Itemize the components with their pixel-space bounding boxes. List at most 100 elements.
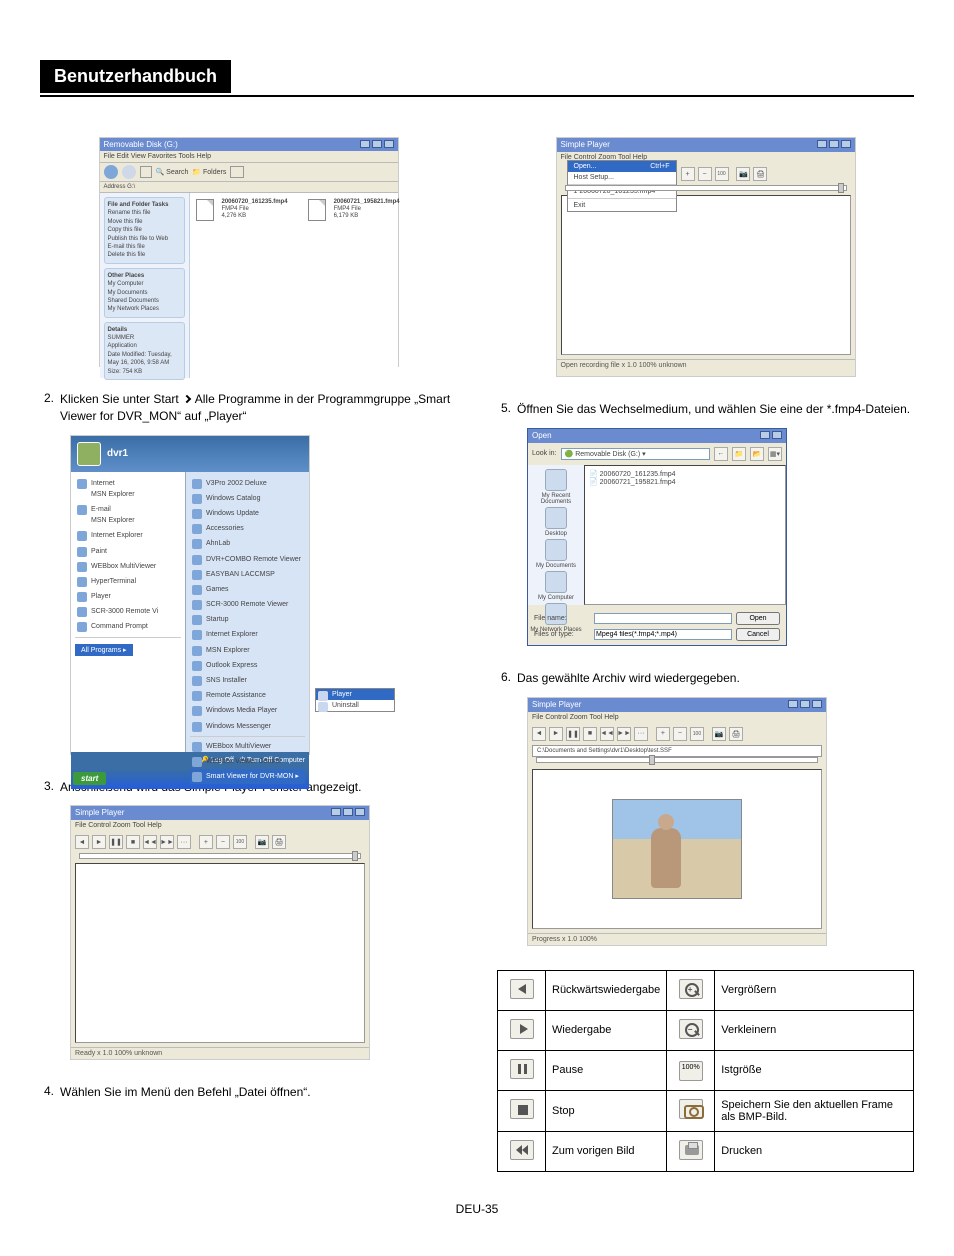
stop-button[interactable]: ■: [126, 835, 140, 849]
lookin-combo[interactable]: 🟢 Removable Disk (G:) ▾: [561, 448, 710, 460]
programs-item[interactable]: Startup: [190, 612, 305, 627]
open-button[interactable]: Open: [736, 612, 780, 625]
startmenu-item[interactable]: SCR-3000 Remote Vi: [75, 604, 181, 619]
size-button[interactable]: 100: [233, 835, 247, 849]
programs-item[interactable]: Windows Media Player: [190, 703, 305, 718]
programs-item-selected[interactable]: Smart Viewer for DVR-MON ▸: [190, 769, 305, 784]
programs-item[interactable]: V3Pro 2002 Deluxe: [190, 476, 305, 491]
places-item[interactable]: Desktop: [530, 507, 582, 537]
rev-button[interactable]: ◄: [75, 835, 89, 849]
file-item[interactable]: 📄 20060720_161235.fmp4: [589, 470, 781, 478]
startmenu-item[interactable]: Paint: [75, 544, 181, 559]
zoomout-button[interactable]: −: [698, 167, 712, 181]
filetype-combo[interactable]: [594, 629, 732, 640]
window-buttons[interactable]: [815, 140, 851, 150]
programs-item[interactable]: MSN Explorer: [190, 643, 305, 658]
next-button[interactable]: ►►: [160, 835, 174, 849]
programs-item[interactable]: SCR-3000 Remote Viewer: [190, 597, 305, 612]
pause-button[interactable]: ❚❚: [566, 727, 580, 741]
startmenu-item[interactable]: Internet Explorer: [75, 528, 181, 543]
prev-button[interactable]: ◄◄: [600, 727, 614, 741]
help-icon[interactable]: [760, 431, 770, 439]
programs-item[interactable]: Internet Explorer: [190, 627, 305, 642]
snapshot-button[interactable]: 📷: [255, 835, 269, 849]
print-button[interactable]: 🖨: [753, 167, 767, 181]
views-icon[interactable]: [230, 166, 244, 178]
play-button[interactable]: ►: [549, 727, 563, 741]
seek-slider[interactable]: [79, 853, 361, 859]
explorer-menu[interactable]: File Edit View Favorites Tools Help: [100, 151, 398, 163]
file-item[interactable]: 📄 20060721_195821.fmp4: [589, 478, 781, 486]
startmenu-item[interactable]: WEBbox MultiViewer: [75, 559, 181, 574]
prev-button[interactable]: ◄◄: [143, 835, 157, 849]
programs-item[interactable]: EASYBAN LACCMSP: [190, 567, 305, 582]
stop-button[interactable]: ■: [583, 727, 597, 741]
seek-slider[interactable]: [536, 757, 818, 763]
zoomin-button[interactable]: +: [656, 727, 670, 741]
speed-button[interactable]: ···: [634, 727, 648, 741]
startmenu-item[interactable]: HyperTerminal: [75, 574, 181, 589]
zoomin-button[interactable]: +: [681, 167, 695, 181]
seek-slider[interactable]: [565, 185, 847, 191]
zoomin-button[interactable]: +: [199, 835, 213, 849]
zoomout-button[interactable]: −: [673, 727, 687, 741]
folders-icon[interactable]: 📁 Folders: [192, 168, 226, 176]
start-button[interactable]: start: [73, 772, 106, 785]
file-item[interactable]: 20060720_161235.fmp4FMP4 File 4,276 KB: [196, 199, 288, 372]
snapshot-button[interactable]: 📷: [736, 167, 750, 181]
places-item[interactable]: My Computer: [530, 571, 582, 601]
nav-back-icon[interactable]: [104, 165, 118, 179]
places-item[interactable]: My Documents: [530, 539, 582, 569]
back-icon[interactable]: ←: [714, 447, 728, 461]
play-button[interactable]: ►: [92, 835, 106, 849]
speed-button[interactable]: ···: [177, 835, 191, 849]
up-icon[interactable]: 📁: [732, 447, 746, 461]
pause-button[interactable]: ❚❚: [109, 835, 123, 849]
size-button[interactable]: 100: [690, 727, 704, 741]
all-programs[interactable]: All Programs ▸: [75, 644, 133, 656]
submenu-uninstall[interactable]: Uninstall: [316, 700, 394, 711]
programs-item[interactable]: WEBbox MultiViewer: [190, 739, 305, 754]
programs-item[interactable]: Windows Catalog: [190, 491, 305, 506]
address-bar[interactable]: Address G:\: [100, 182, 398, 193]
zoomout-button[interactable]: −: [216, 835, 230, 849]
submenu-player[interactable]: Player: [316, 689, 394, 700]
places-item[interactable]: My Recent Documents: [530, 469, 582, 505]
search-icon[interactable]: 🔍 Search: [156, 168, 189, 176]
player-menu[interactable]: File Control Zoom Tool Help: [528, 712, 826, 723]
snapshot-button[interactable]: 📷: [712, 727, 726, 741]
file-item[interactable]: 20060721_195821.fmp4FMP4 File 6,179 KB: [308, 199, 400, 372]
programs-item[interactable]: Games: [190, 582, 305, 597]
nav-fwd-icon[interactable]: [122, 165, 136, 179]
programs-item[interactable]: Windows Messenger: [190, 719, 305, 734]
programs-item[interactable]: DVR+COMBO Remote Viewer: [190, 552, 305, 567]
views-icon[interactable]: ▦▾: [768, 447, 782, 461]
window-buttons[interactable]: [786, 700, 822, 710]
startmenu-item[interactable]: Command Prompt: [75, 619, 181, 634]
programs-item[interactable]: SNS Installer: [190, 673, 305, 688]
print-button[interactable]: 🖨: [729, 727, 743, 741]
programs-item[interactable]: Windows Update: [190, 506, 305, 521]
window-buttons[interactable]: [360, 140, 394, 149]
player-menu[interactable]: File Control Zoom Tool Help: [71, 820, 369, 831]
rev-button[interactable]: ◄: [532, 727, 546, 741]
menu-open[interactable]: Open...Ctrl+F: [568, 161, 676, 172]
next-button[interactable]: ►►: [617, 727, 631, 741]
programs-item[interactable]: AhnLab: [190, 536, 305, 551]
size-button[interactable]: 100: [715, 167, 729, 181]
cancel-button[interactable]: Cancel: [736, 628, 780, 641]
window-buttons[interactable]: [329, 808, 365, 818]
programs-item[interactable]: Remote Assistance: [190, 688, 305, 703]
programs-item[interactable]: WEBbox Viewer Control: [190, 754, 305, 769]
group-items[interactable]: Rename this file Move this file Copy thi…: [108, 210, 169, 258]
print-button[interactable]: 🖨: [272, 835, 286, 849]
newfolder-icon[interactable]: 📂: [750, 447, 764, 461]
startmenu-item[interactable]: Player: [75, 589, 181, 604]
startmenu-item[interactable]: E-mailMSN Explorer: [75, 502, 181, 528]
startmenu-item[interactable]: InternetMSN Explorer: [75, 476, 181, 502]
group-items[interactable]: My Computer My Documents Shared Document…: [108, 281, 159, 312]
menu-host[interactable]: Host Setup...: [568, 172, 676, 183]
close-icon[interactable]: [772, 431, 782, 439]
programs-item[interactable]: Outlook Express: [190, 658, 305, 673]
filename-input[interactable]: [594, 613, 732, 624]
